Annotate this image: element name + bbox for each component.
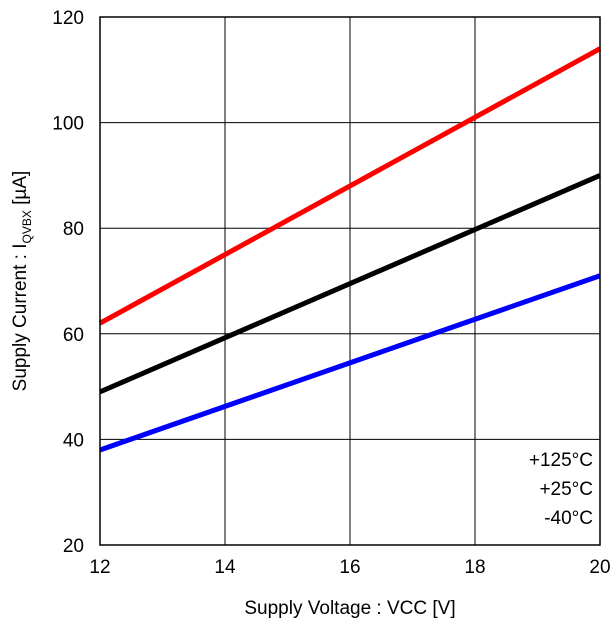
y-tick-label: 80 — [63, 219, 84, 240]
plot-frame — [99, 16, 601, 546]
y-tick-label: 100 — [52, 114, 84, 135]
y-tick-label: 20 — [63, 536, 84, 557]
x-tick-label: 20 — [589, 557, 610, 578]
y-axis-label: Supply Current : IQVBX [µA] — [10, 171, 34, 392]
series-line-3 — [99, 273, 601, 453]
x-tick-label: 14 — [214, 557, 236, 578]
legend-entry: +125°C — [529, 450, 593, 471]
y-axis-label-subscript: QVBX — [20, 210, 34, 243]
legend-entry: +25°C — [539, 479, 593, 500]
x-tick-labels: 12 14 16 18 20 — [89, 557, 610, 578]
legend: +125°C +25°C -40°C — [529, 450, 593, 529]
legend-entry: -40°C — [544, 508, 593, 529]
x-tick-label: 16 — [339, 557, 360, 578]
y-tick-labels: 20 40 60 80 100 120 — [52, 8, 84, 557]
y-axis-label-main: Supply Current : I — [10, 243, 31, 391]
y-tick-label: 40 — [63, 430, 84, 451]
y-tick-label: 120 — [52, 8, 84, 29]
x-tick-label: 12 — [89, 557, 110, 578]
x-tick-label: 18 — [464, 557, 485, 578]
y-tick-label: 60 — [63, 325, 84, 346]
x-axis-label: Supply Voltage : VCC [V] — [244, 598, 455, 619]
y-axis-label-unit: [µA] — [10, 171, 31, 210]
series-line-2 — [99, 173, 601, 395]
series-line-1 — [98, 46, 602, 326]
series-group — [98, 46, 602, 453]
